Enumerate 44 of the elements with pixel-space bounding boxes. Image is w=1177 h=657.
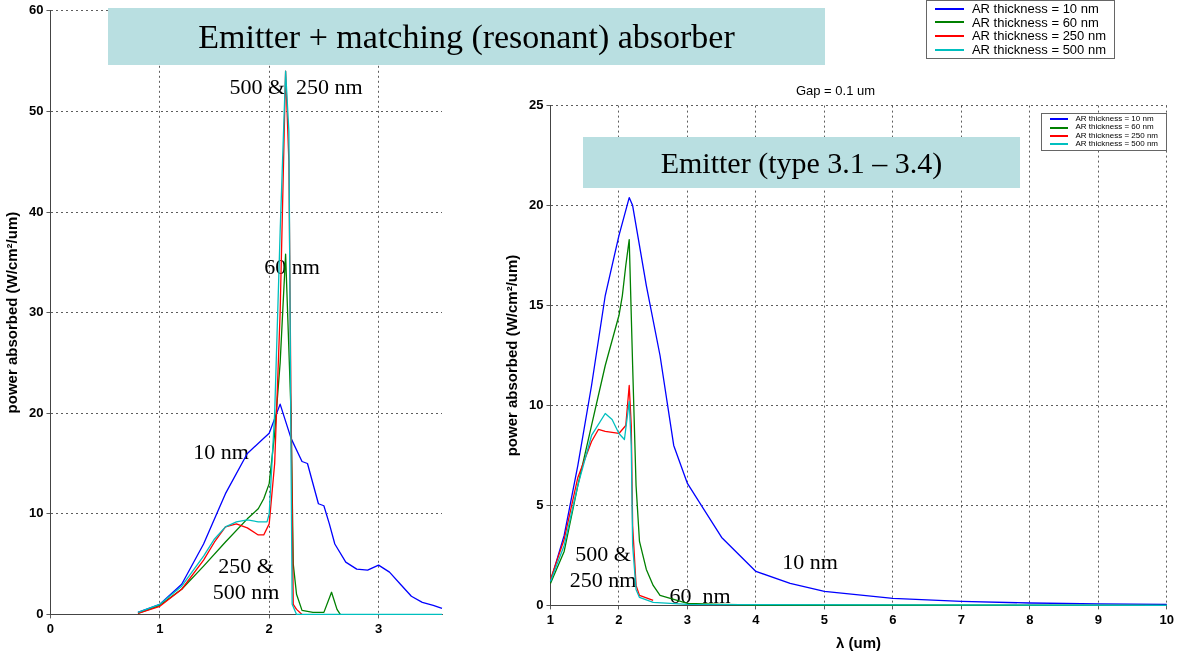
y-axis-title: power absorbed (W/cm²/um)	[3, 211, 21, 414]
y-tick-label: 20	[28, 404, 44, 420]
legend-label: AR thickness = 500 nm	[1075, 139, 1158, 149]
x-tick-label: 10	[1159, 611, 1174, 627]
y-tick-label: 10	[528, 397, 544, 413]
y-axis-title: power absorbed (W/cm²/um)	[503, 254, 521, 457]
y-tick-label: 40	[28, 203, 44, 219]
x-tick-label: 1	[546, 611, 555, 627]
x-tick-label: 2	[615, 611, 623, 627]
y-tick-label: 20	[528, 197, 544, 213]
x-axis-title: λ (um)	[836, 634, 882, 652]
y-tick-label: 10	[28, 505, 44, 521]
legend-label: AR thickness = 250 nm	[1075, 130, 1158, 141]
y-tick-label: 60	[28, 2, 44, 18]
y-tick-label: 30	[28, 304, 44, 320]
legend-label: AR thickness = 500 nm	[971, 41, 1106, 57]
chart-title: Gap = 0.1 um	[795, 83, 876, 99]
legend-label: AR thickness = 10 nm	[971, 1, 1099, 16]
x-tick-label: 5	[820, 611, 828, 627]
y-tick-label: 0	[536, 596, 544, 612]
x-tick-label: 6	[889, 611, 897, 627]
y-tick-label: 15	[528, 297, 544, 313]
annotation: 500 & 250 nm	[229, 73, 363, 99]
x-tick-label: 2	[265, 620, 273, 636]
legend-label: AR thickness = 250 nm	[971, 28, 1106, 44]
label-box: Emitter (type 3.1 – 3.4)	[583, 137, 1020, 188]
y-tick-label: 25	[528, 97, 544, 113]
y-tick-label: 50	[28, 102, 44, 118]
x-tick-label: 4	[752, 611, 761, 627]
x-tick-label: 8	[1026, 611, 1034, 627]
label-box: Emitter + matching (resonant) absorber	[108, 8, 825, 65]
y-tick-label: 5	[536, 497, 544, 513]
annotation: 250 & 500 nm	[212, 552, 280, 604]
annotation: 10 nm	[782, 548, 838, 574]
x-tick-label: 7	[957, 611, 965, 627]
x-tick-label: 0	[46, 620, 55, 636]
x-tick-label: 3	[683, 611, 692, 627]
annotation: 10 nm	[193, 438, 249, 464]
x-tick-label: 3	[374, 620, 383, 636]
x-tick-label: 9	[1094, 611, 1102, 627]
legend-label: AR thickness = 60 nm	[1075, 122, 1154, 132]
legend-label: AR thickness = 60 nm	[971, 14, 1099, 30]
legend-label: AR thickness = 10 nm	[1075, 114, 1154, 124]
x-tick-label: 1	[156, 620, 164, 636]
